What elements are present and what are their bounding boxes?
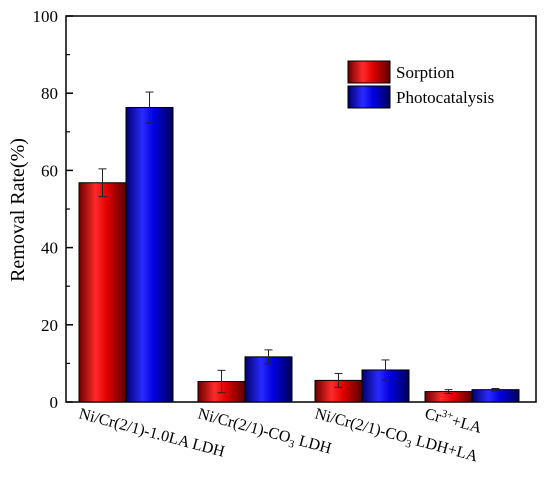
y-tick-label: 60 — [41, 161, 58, 180]
legend-swatch — [347, 60, 391, 84]
y-tick-label: 0 — [50, 393, 59, 412]
bar-photocatalysis — [125, 106, 174, 403]
y-tick-label: 100 — [33, 7, 59, 26]
x-tick-label: Cr3++LA — [423, 404, 484, 437]
plot-area — [65, 15, 537, 403]
y-axis-label: Removal Rate(%) — [7, 138, 29, 282]
y-axis-ticks: 0 20 40 60 80 100 — [33, 7, 473, 412]
y-tick-label: 40 — [41, 239, 58, 258]
y-tick-label: 80 — [41, 84, 58, 103]
legend-label: Photocatalysis — [396, 88, 494, 107]
bar-sorption — [78, 182, 127, 403]
bar-photocatalysis — [471, 389, 520, 403]
y-tick-label: 20 — [41, 316, 58, 335]
legend: Sorption Photocatalysis — [347, 60, 494, 109]
legend-label: Sorption — [396, 63, 455, 82]
bar-photocatalysis — [244, 356, 293, 403]
legend-swatch — [347, 85, 391, 109]
